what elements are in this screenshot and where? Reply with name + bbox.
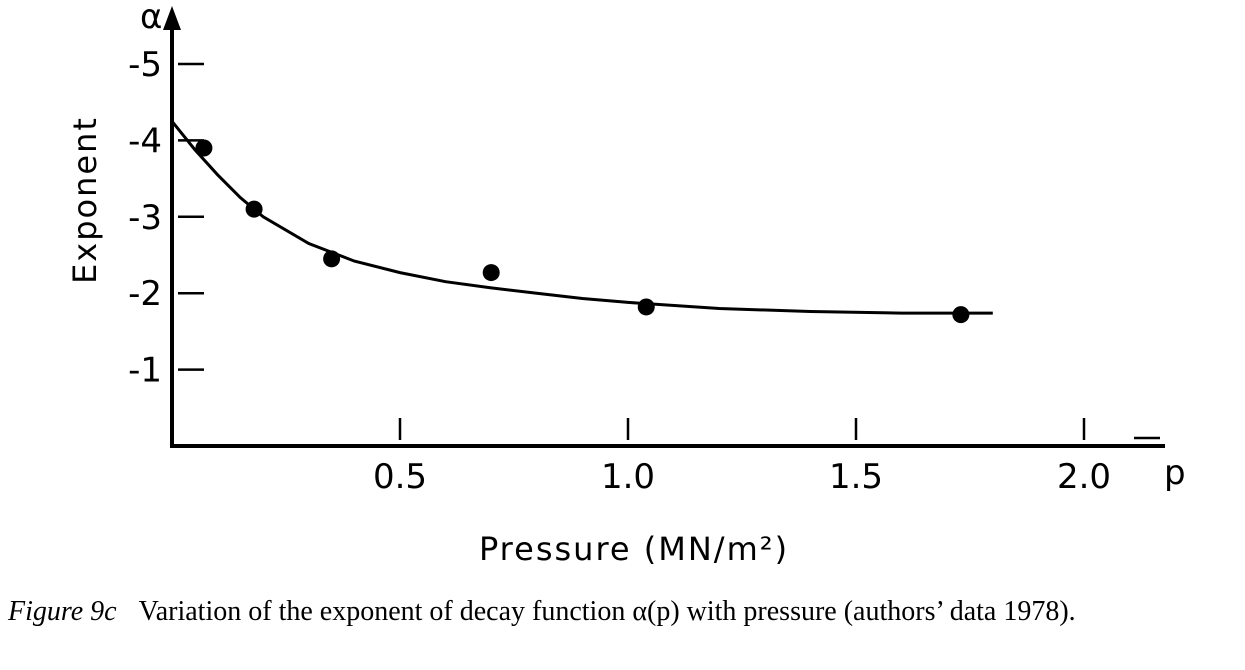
x-axis-symbol: p — [1164, 453, 1186, 493]
axes — [163, 6, 1165, 448]
data-point — [323, 250, 341, 268]
y-tick-label: -2 — [128, 274, 162, 314]
figure-caption: Figure 9c Variation of the exponent of de… — [8, 596, 1240, 628]
y-tick-label: -1 — [128, 351, 162, 391]
caption-text: Variation of the exponent of decay funct… — [138, 596, 1076, 627]
data-point — [637, 298, 655, 316]
x-ticks: 0.5 1.0 1.5 2.0 — [373, 418, 1111, 497]
caption-label: Figure 9c — [8, 596, 117, 627]
data-point — [482, 264, 500, 282]
y-axis-arrow — [163, 6, 181, 30]
fit-curve — [170, 120, 993, 315]
y-axis-title: Exponent — [66, 116, 104, 284]
data-points — [195, 139, 970, 324]
y-axis-symbol: α — [140, 0, 162, 37]
y-tick-label: -5 — [128, 45, 162, 85]
data-point — [245, 200, 263, 218]
y-tick-label: -3 — [128, 198, 162, 238]
x-tick-label: 0.5 — [373, 457, 427, 497]
x-tick-label: 2.0 — [1057, 457, 1111, 497]
data-point — [195, 139, 213, 157]
x-tick-label: 1.5 — [829, 457, 883, 497]
chart: -1 -2 -3 -4 -5 0.5 1.0 1.5 2.0 α p Exponent Pre… — [66, 0, 1186, 568]
x-axis-title: Pressure (MN/m²) — [479, 530, 789, 568]
x-tick-label: 1.0 — [601, 457, 655, 497]
y-ticks: -1 -2 -3 -4 -5 — [128, 45, 204, 391]
data-point — [952, 306, 970, 324]
y-tick-label: -4 — [128, 121, 162, 161]
